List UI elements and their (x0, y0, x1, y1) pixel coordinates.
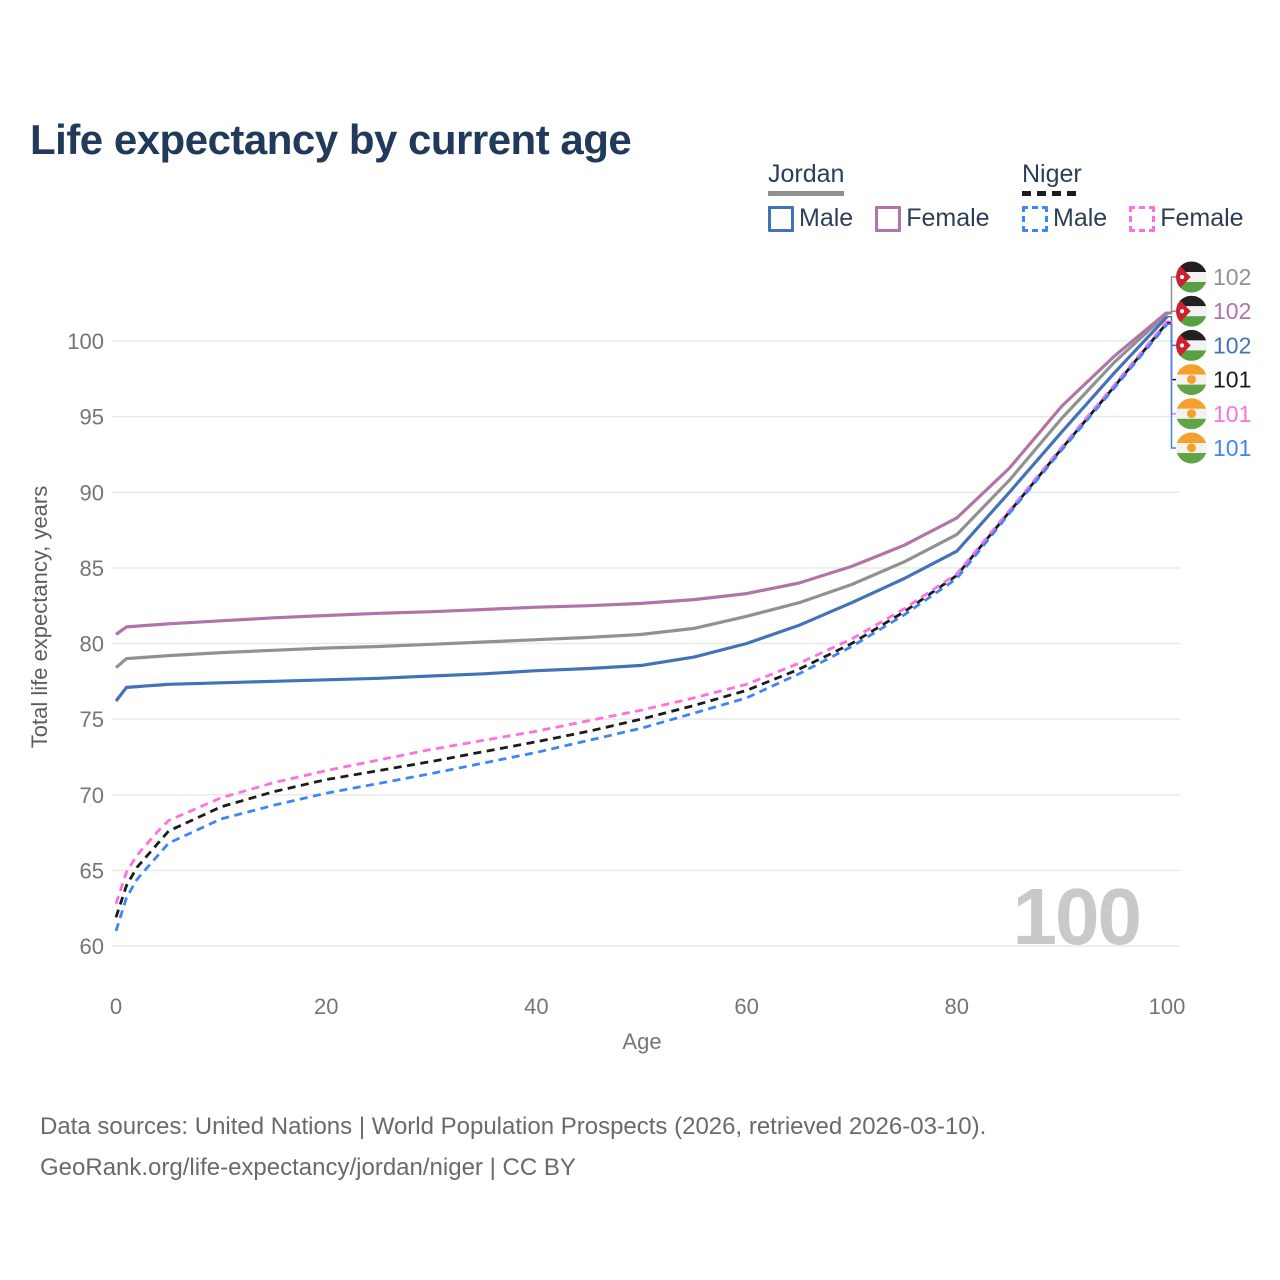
legend-country-label: Niger (1022, 160, 1082, 188)
y-tick-label: 75 (80, 707, 104, 732)
legend-item-label: Female (1160, 204, 1244, 232)
niger-male-line (114, 323, 1169, 932)
legend-group-niger: Niger Male Female (1022, 160, 1244, 233)
attribution-line: GeoRank.org/life-expectancy/jordan/niger… (40, 1154, 576, 1181)
legend-item-niger-male[interactable]: Male (1022, 204, 1107, 233)
x-tick-label: 60 (734, 994, 758, 1019)
legend-item-jordan-male[interactable]: Male (768, 204, 853, 233)
y-tick-label: 70 (80, 783, 104, 808)
jordan-flag-icon (1176, 296, 1207, 327)
jordan-total-line (114, 312, 1169, 669)
legend-item-label: Female (906, 204, 990, 232)
end-value-label: 102 (1213, 332, 1251, 358)
y-tick-label: 100 (67, 329, 104, 354)
y-axis-title: Total life expectancy, years (27, 486, 52, 749)
x-tick-label: 100 (1149, 994, 1186, 1019)
y-tick-label: 85 (80, 556, 104, 581)
legend-item-label: Male (1053, 204, 1108, 232)
x-tick-label: 20 (314, 994, 338, 1019)
y-tick-label: 80 (80, 632, 104, 657)
legend-group-jordan: Jordan Male Female (768, 160, 990, 233)
jordan-flag-icon (1176, 330, 1207, 361)
niger-flag-icon (1176, 364, 1207, 395)
niger-female-swatch (1129, 205, 1156, 232)
end-value-label: 101 (1213, 367, 1251, 393)
niger-total-line (114, 321, 1169, 918)
y-tick-label: 65 (80, 858, 104, 883)
jordan-male-swatch (768, 205, 794, 232)
age-counter-watermark: 100 (1013, 872, 1140, 961)
x-axis-title: Age (622, 1029, 661, 1054)
label-connector (1167, 276, 1176, 315)
end-value-label: 102 (1213, 264, 1251, 290)
legend-country-niger[interactable]: Niger (1022, 160, 1082, 196)
legend-country-label: Jordan (768, 160, 845, 188)
end-value-label: 101 (1213, 435, 1251, 461)
jordan-flag-icon (1176, 262, 1207, 293)
niger-female-line (114, 320, 1169, 905)
data-source-line: Data sources: United Nations | World Pop… (40, 1113, 987, 1140)
y-tick-label: 95 (80, 405, 104, 430)
jordan-male-line (114, 315, 1169, 702)
x-tick-label: 80 (945, 994, 969, 1019)
niger-male-swatch (1022, 205, 1048, 232)
niger-flag-icon (1176, 433, 1207, 464)
label-connector (1167, 323, 1176, 449)
x-tick-label: 0 (110, 994, 122, 1019)
niger-flag-icon (1176, 398, 1207, 429)
label-connector (1167, 310, 1176, 314)
end-value-label: 102 (1213, 298, 1251, 324)
page-title: Life expectancy by current age (30, 116, 632, 164)
y-tick-label: 90 (80, 480, 104, 505)
legend-item-jordan-female[interactable]: Female (875, 204, 990, 233)
footer: Data sources: United Nations | World Pop… (40, 1106, 986, 1188)
jordan-female-line (115, 311, 1169, 636)
legend-item-label: Male (799, 204, 854, 232)
y-tick-label: 60 (80, 934, 104, 959)
jordan-female-swatch (875, 205, 902, 232)
legend-item-niger-female[interactable]: Female (1129, 204, 1244, 233)
jordan-line-style-swatch (768, 191, 845, 196)
niger-line-style-swatch (1022, 191, 1082, 196)
legend-country-jordan[interactable]: Jordan (768, 160, 845, 196)
end-value-label: 101 (1213, 401, 1251, 427)
x-tick-label: 40 (524, 994, 548, 1019)
